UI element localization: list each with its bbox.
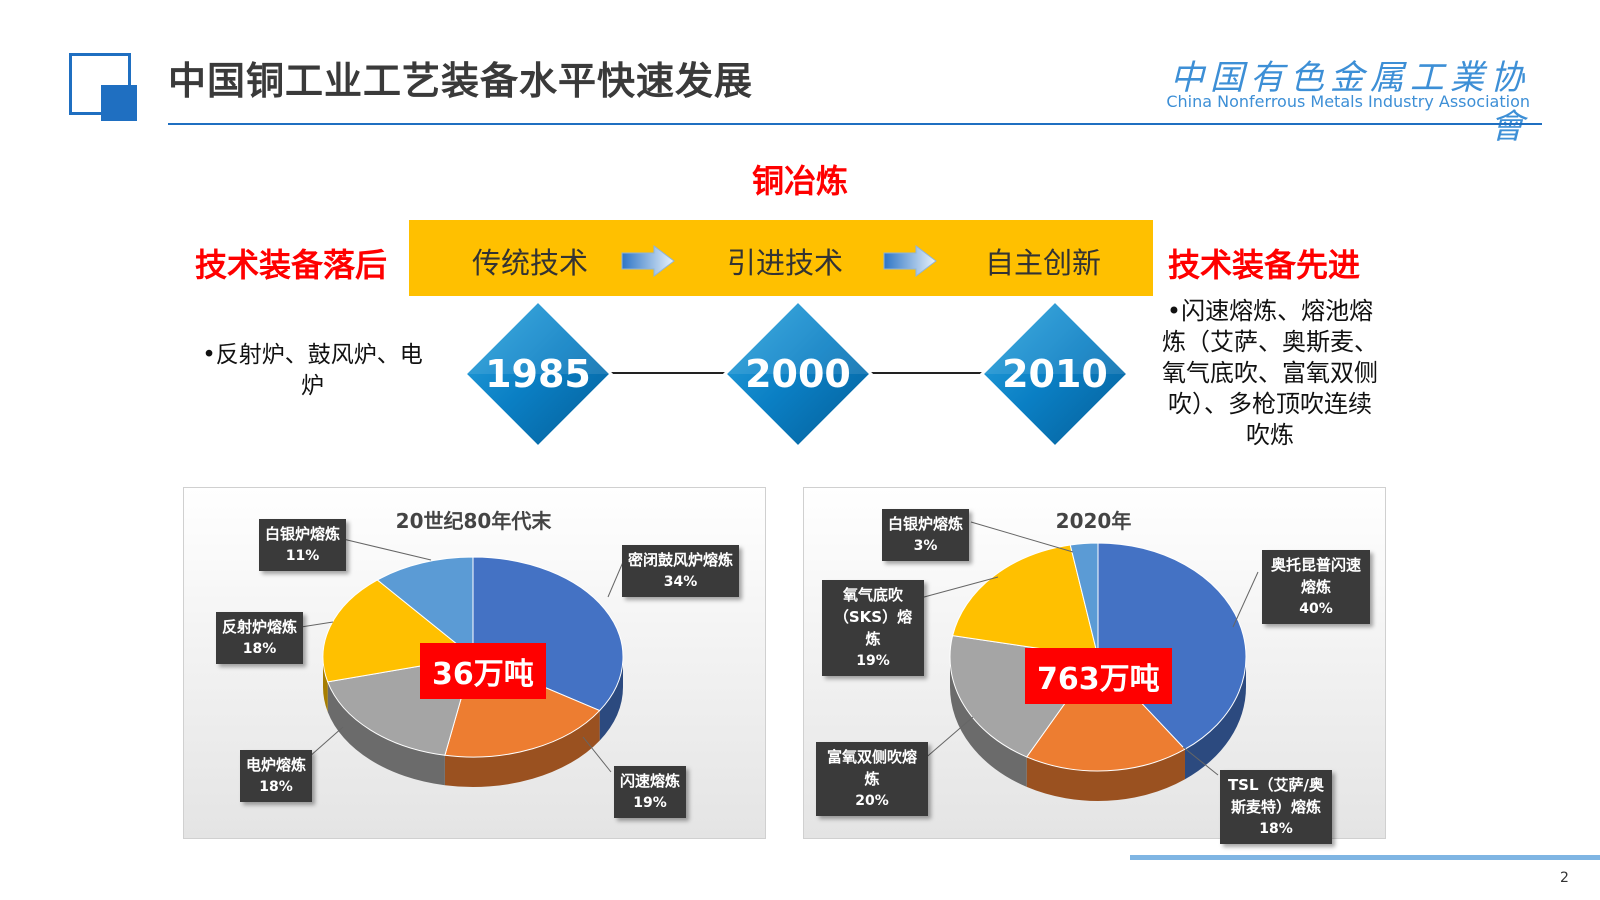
leader-blast-1980s <box>607 561 624 598</box>
logo-square-filled <box>101 85 137 121</box>
footer-line <box>1130 855 1600 860</box>
leader-outotec-2020 <box>1232 571 1259 628</box>
label-baiyin-2020: 白银炉熔炼 3% <box>882 509 970 561</box>
page-title: 中国铜工业工艺装备水平快速发展 <box>168 59 754 103</box>
pie2-side-1 <box>1026 749 1185 801</box>
total-1980s: 36万吨 <box>420 643 546 699</box>
label-reverberatory-1980s: 反射炉熔炼 18% <box>216 612 304 664</box>
leader-baiyin-2020 <box>970 521 1074 553</box>
pie2-slice-0 <box>1097 542 1247 750</box>
pie2-side-0 <box>1184 657 1246 780</box>
section-title: 铜冶炼 <box>751 162 848 200</box>
pie2-slice-1 <box>1025 656 1186 772</box>
arrow-right-icon <box>883 245 937 277</box>
stage-innovation: 自主创新 <box>984 246 1101 280</box>
stage-traditional: 传统技术 <box>471 246 588 280</box>
pie1-side-0 <box>599 657 623 741</box>
diamond-2000 <box>723 299 873 449</box>
label-flash-1980s: 闪速熔炼 19% <box>614 766 687 818</box>
leader-electric-1980s <box>308 726 344 758</box>
status-backward: 技术装备落后 <box>195 246 388 284</box>
label-tsl-2020: TSL（艾萨/奥斯麦特）熔炼 18% <box>1220 770 1332 844</box>
pie2-slice-3 <box>952 544 1099 658</box>
leader-sks-2020 <box>912 576 999 601</box>
leader-reverb-1980s <box>300 621 334 628</box>
year-2010: 2010 <box>1002 352 1108 396</box>
chart-title-1980s: 20世纪80年代末 <box>395 509 552 533</box>
arrow-right-icon <box>621 245 675 277</box>
pie1-side-1 <box>444 710 600 787</box>
label-blast-furnace-1980s: 密闭鼓风炉熔炼 34% <box>622 545 740 597</box>
association-name-cn: 中国有色金属工業协會 <box>1170 58 1530 147</box>
year-1985: 1985 <box>485 352 591 396</box>
page-number: 2 <box>1560 870 1569 886</box>
label-sks-2020: 氧气底吹（SKS）熔炼 19% <box>822 580 924 676</box>
year-2000: 2000 <box>745 352 851 396</box>
leader-tsl-2020 <box>1182 746 1219 776</box>
pie2-slice-4 <box>1069 542 1099 658</box>
logo-square-outline <box>69 53 131 115</box>
total-2020: 763万吨 <box>1025 648 1172 704</box>
label-side-blow-2020: 富氧双侧吹熔炼 20% <box>816 742 928 816</box>
header-divider <box>168 123 1542 125</box>
right-bullet: •闪速熔炼、熔池熔炼（艾萨、奥斯麦、氧气底吹、富氧双侧吹）、多枪顶吹连续吹炼 <box>1162 297 1378 449</box>
pie1-slice-4 <box>376 556 474 659</box>
pie2-side-2 <box>950 657 1027 787</box>
left-bullet: •反射炉、鼓风炉、电炉 <box>202 342 423 399</box>
label-electric-1980s: 电炉熔炼 18% <box>240 750 313 802</box>
leader-flash-1980s <box>582 736 612 773</box>
diamond-1985 <box>463 299 613 449</box>
leader-baiyin-1980s <box>342 538 432 561</box>
status-advanced: 技术装备先进 <box>1168 246 1361 284</box>
pie-chart-2020 <box>912 521 1259 801</box>
chart-title-2020: 2020年 <box>1055 509 1132 533</box>
stage-band <box>409 220 1153 296</box>
label-outotec-2020: 奥托昆普闪速熔炼 40% <box>1262 550 1370 624</box>
label-baiyin-1980s: 白银炉熔炼 11% <box>259 519 347 571</box>
pie1-side-2 <box>327 681 445 786</box>
association-name-en: China Nonferrous Metals Industry Associa… <box>1166 92 1530 111</box>
diamond-2010 <box>980 299 1130 449</box>
stage-introduced: 引进技术 <box>726 246 843 280</box>
